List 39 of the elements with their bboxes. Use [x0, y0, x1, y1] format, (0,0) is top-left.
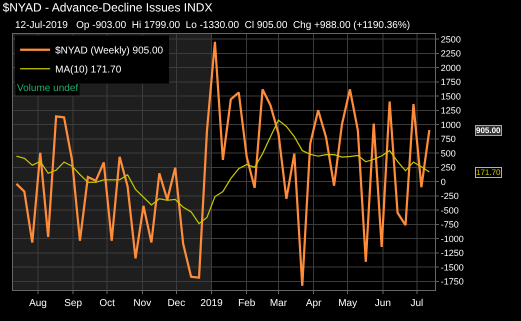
x-tick-label: Aug [29, 298, 47, 309]
y-tick-label: -500 [440, 205, 459, 216]
chart-title: $NYAD - Advance-Decline Issues INDX [2, 0, 212, 15]
y-tick-label: 2000 [440, 62, 461, 73]
y-tick-label: 1000 [440, 120, 461, 130]
x-tick-label: 2019 [200, 298, 224, 309]
x-tick-label: Mar [270, 298, 288, 309]
y-tick-label: 1250 [440, 106, 461, 116]
x-tick-label: Jul [410, 298, 424, 309]
x-tick-label: Nov [133, 298, 152, 309]
y-tick-label: -750 [440, 220, 459, 230]
x-tick-label: Jun [374, 298, 391, 309]
legend-label: MA(10) 171.70 [55, 64, 122, 76]
y-tick-label: -1750 [440, 276, 464, 287]
y-tick-label: 500 [440, 148, 456, 158]
y-tick-label: -250 [440, 191, 459, 202]
line-series [15, 40, 430, 287]
x-tick-label: Oct [99, 298, 116, 309]
x-tick-label: Apr [306, 298, 322, 309]
x-tick-label: Dec [167, 298, 186, 309]
x-tick-label: May [338, 298, 358, 309]
annotation: Volume undef [17, 83, 78, 94]
y-tick-label: 750 [440, 134, 456, 144]
text: 171.70 [476, 168, 502, 177]
y-tick-label: -1500 [440, 262, 464, 272]
y-tick-label: 2500 [440, 34, 461, 44]
legend-label: $NYAD (Weekly) 905.00 [55, 46, 164, 57]
x-tick-label: Feb [238, 298, 256, 309]
y-tick-label: 0 [440, 176, 446, 187]
y-tick-label: 2250 [440, 48, 461, 59]
y-tick-label: -1000 [440, 234, 464, 244]
chart-subtitle: 12-Jul-2019 Op -903.00 Hi 1799.00 Lo -1330.00 Cl 905.00 Chg +988.00 (+1190.36%) [15, 20, 410, 31]
y-tick-label: 1500 [440, 91, 461, 102]
y-tick-label: -1250 [440, 248, 464, 258]
line-series [16, 120, 430, 224]
x-tick-label: Sep [64, 298, 82, 309]
y-tick-label: 250 [440, 162, 456, 173]
y-tick-label: 1750 [440, 77, 461, 88]
text: 905.00 [476, 126, 502, 135]
